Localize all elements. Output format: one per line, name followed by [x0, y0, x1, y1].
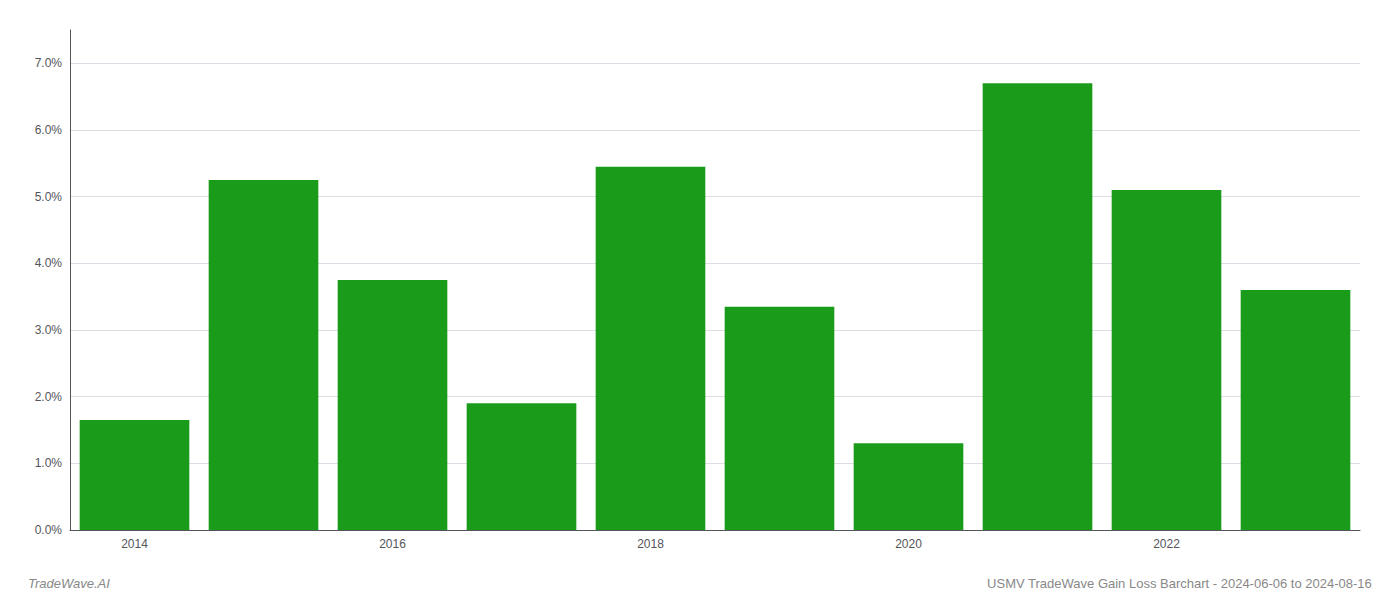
- svg-text:0.0%: 0.0%: [35, 523, 63, 537]
- svg-text:2.0%: 2.0%: [35, 390, 63, 404]
- svg-text:2018: 2018: [637, 537, 664, 551]
- svg-text:USMV TradeWave Gain Loss Barch: USMV TradeWave Gain Loss Barchart - 2024…: [987, 576, 1372, 591]
- svg-text:5.0%: 5.0%: [35, 190, 63, 204]
- svg-text:2016: 2016: [379, 537, 406, 551]
- svg-text:6.0%: 6.0%: [35, 123, 63, 137]
- svg-text:2014: 2014: [121, 537, 148, 551]
- svg-text:2022: 2022: [1153, 537, 1180, 551]
- svg-text:7.0%: 7.0%: [35, 56, 63, 70]
- svg-text:1.0%: 1.0%: [35, 456, 63, 470]
- svg-text:4.0%: 4.0%: [35, 256, 63, 270]
- svg-text:TradeWave.AI: TradeWave.AI: [28, 576, 110, 591]
- svg-text:3.0%: 3.0%: [35, 323, 63, 337]
- svg-text:2020: 2020: [895, 537, 922, 551]
